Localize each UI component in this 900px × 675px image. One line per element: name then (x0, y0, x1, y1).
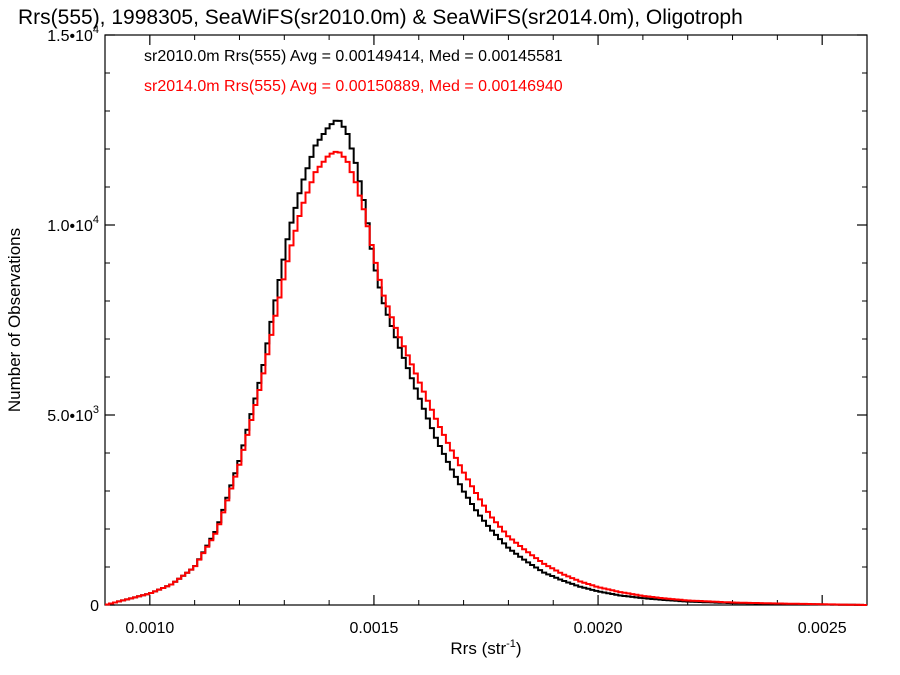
series-line-sr2010.0m (105, 119, 867, 606)
plot-frame (104, 34, 868, 606)
y-tick-label-base: 5.0•10 (47, 408, 93, 425)
x-tick-label: 0.0015 (349, 620, 398, 637)
axis-ticks: 0.0010 0.0015 0.0020 0.002505.0•1031.0•1041… (47, 24, 868, 637)
y-tick-label: 5.0•103 (47, 404, 99, 425)
y-tick-label-base: 1.0•10 (47, 218, 93, 235)
y-tick-label: 0 (90, 598, 99, 615)
x-axis-label-exponent: -1 (506, 638, 516, 650)
y-tick-label-base: 1.5•10 (47, 28, 93, 45)
x-axis-label: Rrs (str-1) (450, 638, 521, 658)
x-tick-label: 0.0025 (798, 620, 847, 637)
x-tick-label: 0.0020 (574, 620, 623, 637)
y-axis-label: Number of Observations (5, 228, 24, 412)
y-tick-label-exponent: 3 (93, 404, 99, 416)
series-layer (105, 119, 867, 606)
chart-title: Rrs(555), 1998305, SeaWiFS(sr2010.0m) & … (18, 6, 743, 29)
y-tick-label: 1.5•104 (47, 24, 99, 45)
y-tick-label-exponent: 4 (93, 214, 99, 226)
legend-entry-sr2010: sr2010.0m Rrs(555) Avg = 0.00149414, Med… (144, 48, 563, 65)
series-line-sr2014.0m (105, 150, 867, 606)
legend-entry-sr2014: sr2014.0m Rrs(555) Avg = 0.00150889, Med… (144, 78, 563, 95)
y-tick-label-base: 0 (90, 598, 99, 615)
y-tick-label-exponent: 4 (93, 24, 99, 36)
y-tick-label: 1.0•104 (47, 214, 99, 235)
x-tick-label: 0.0010 (125, 620, 174, 637)
